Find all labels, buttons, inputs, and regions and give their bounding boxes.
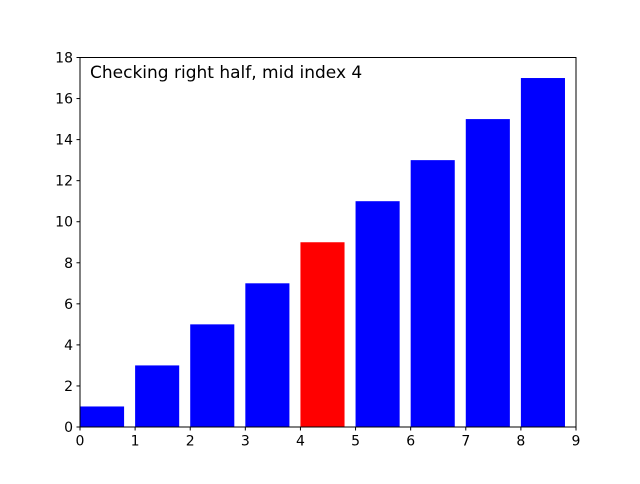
- y-tick-label: 8: [64, 256, 73, 272]
- y-tick-label: 2: [64, 379, 73, 395]
- x-tick-label: 4: [296, 434, 305, 450]
- y-tick-label: 0: [64, 420, 73, 436]
- y-tick-label: 18: [55, 51, 73, 67]
- bar-3: [245, 283, 290, 427]
- bar-2: [190, 324, 235, 427]
- y-tick-label: 10: [55, 215, 73, 231]
- y-tick-label: 12: [55, 174, 73, 190]
- bar-7: [465, 119, 510, 427]
- x-tick-label: 3: [241, 434, 250, 450]
- x-tick-label: 2: [186, 434, 195, 450]
- y-tick-label: 4: [64, 338, 73, 354]
- x-tick-label: 7: [461, 434, 470, 450]
- y-tick-label: 6: [64, 297, 73, 313]
- x-tick-label: 8: [516, 434, 525, 450]
- bar-6: [410, 160, 455, 427]
- bar-8: [520, 78, 565, 428]
- axes-group: [79, 57, 577, 428]
- axes-box: [79, 57, 577, 428]
- x-tick-label: 1: [131, 434, 140, 450]
- bar-5: [355, 201, 400, 427]
- x-tick-label: 5: [351, 434, 360, 450]
- bar-0: [80, 406, 125, 427]
- x-tick-label: 6: [406, 434, 415, 450]
- bar-4: [300, 242, 345, 427]
- bars-group: [80, 78, 565, 428]
- y-tick-label: 14: [55, 133, 73, 149]
- x-tick-label: 0: [76, 434, 85, 450]
- x-tick-label: 9: [572, 434, 581, 450]
- y-tick-label: 16: [55, 92, 73, 108]
- chart-annotation: Checking right half, mid index 4: [90, 63, 362, 83]
- bar-1: [135, 365, 180, 427]
